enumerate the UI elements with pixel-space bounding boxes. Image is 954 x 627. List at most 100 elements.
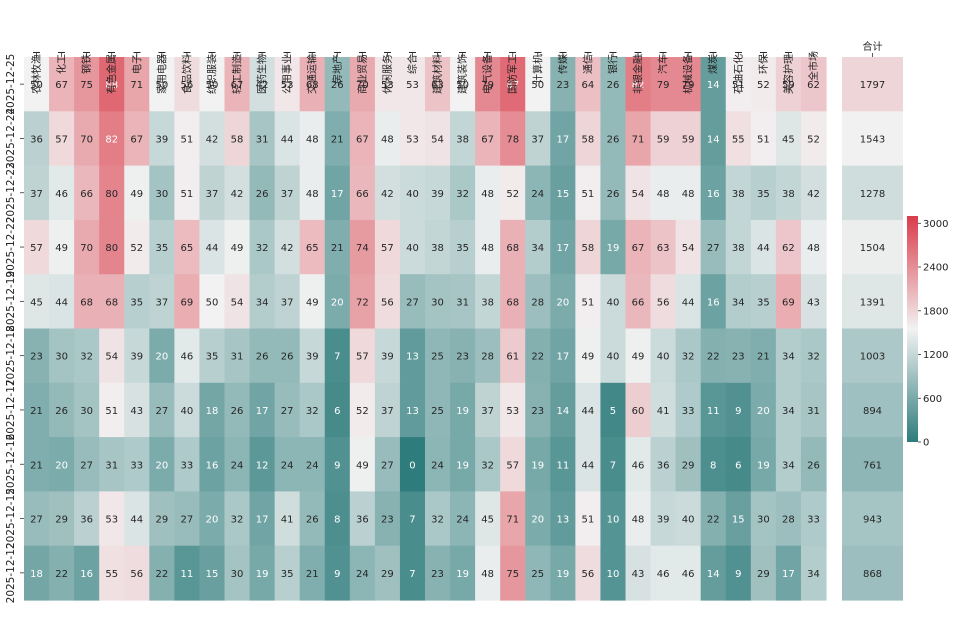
cell-value-label: 28 bbox=[531, 297, 544, 308]
column-label: 食品饮料I bbox=[180, 51, 193, 94]
cell-value-label: 75 bbox=[80, 80, 93, 91]
cell-value-label: 38 bbox=[732, 243, 745, 254]
cell-value-label: 56 bbox=[130, 569, 143, 580]
cell-value-label: 25 bbox=[531, 569, 544, 580]
heatmap-cell bbox=[450, 545, 476, 601]
cell-value-label: 29 bbox=[682, 460, 695, 471]
heatmap-cell bbox=[800, 274, 827, 330]
cell-value-label: 33 bbox=[682, 406, 695, 417]
total-value-label: 761 bbox=[863, 460, 882, 471]
heatmap-cell bbox=[500, 274, 526, 330]
heatmap-cell bbox=[575, 491, 602, 547]
cell-value-label: 25 bbox=[431, 406, 444, 417]
heatmap-cell bbox=[49, 165, 75, 221]
row-label: 2025-12-15 bbox=[5, 488, 17, 549]
heatmap-cell bbox=[750, 328, 777, 384]
heatmap-cell bbox=[800, 545, 827, 601]
cell-value-label: 40 bbox=[406, 189, 419, 200]
cell-value-label: 27 bbox=[381, 460, 394, 471]
cell-value-label: 23 bbox=[30, 352, 43, 363]
cell-value-label: 68 bbox=[105, 297, 118, 308]
cell-value-label: 30 bbox=[431, 297, 444, 308]
total-cell bbox=[842, 219, 903, 275]
column-label: 休闲服务I bbox=[381, 51, 394, 94]
column-label: 国防军工I bbox=[506, 51, 519, 94]
cell-value-label: 39 bbox=[381, 352, 394, 363]
heatmap-cell bbox=[324, 219, 351, 275]
cell-value-label: 27 bbox=[281, 406, 294, 417]
heatmap-cell bbox=[775, 382, 802, 438]
cell-value-label: 80 bbox=[105, 243, 118, 254]
column-label: 计算机I bbox=[531, 51, 544, 84]
heatmap-cell bbox=[149, 491, 175, 547]
heatmap-cell bbox=[775, 57, 802, 112]
heatmap-cell bbox=[650, 274, 677, 330]
heatmap-cell bbox=[149, 274, 175, 330]
cell-value-label: 26 bbox=[607, 134, 620, 145]
cell-value-label: 51 bbox=[181, 134, 194, 145]
cell-value-label: 27 bbox=[80, 460, 93, 471]
cell-value-label: 65 bbox=[306, 243, 319, 254]
heatmap-cell bbox=[725, 57, 752, 112]
cell-value-label: 50 bbox=[456, 80, 469, 91]
heatmap-cell bbox=[199, 437, 226, 492]
cell-value-label: 27 bbox=[406, 297, 419, 308]
cell-value-label: 6 bbox=[735, 460, 741, 471]
cell-value-label: 60 bbox=[632, 406, 645, 417]
heatmap-cell bbox=[324, 328, 351, 384]
cell-value-label: 71 bbox=[506, 515, 519, 526]
heatmap-cell bbox=[374, 491, 401, 547]
heatmap-cell bbox=[575, 165, 602, 221]
heatmap-cell bbox=[249, 165, 276, 221]
cell-value-label: 29 bbox=[155, 515, 168, 526]
cell-value-label: 48 bbox=[481, 243, 494, 254]
cell-value-label: 32 bbox=[306, 406, 319, 417]
heatmap-cell bbox=[425, 491, 451, 547]
cell-value-label: 24 bbox=[456, 515, 469, 526]
cell-value-label: 15 bbox=[556, 189, 569, 200]
heatmap-cell bbox=[24, 111, 50, 167]
heatmap-cell bbox=[174, 111, 201, 167]
cell-value-label: 68 bbox=[306, 80, 319, 91]
cell-value-label: 19 bbox=[607, 243, 620, 254]
cell-value-label: 54 bbox=[231, 297, 244, 308]
cell-value-label: 50 bbox=[155, 80, 168, 91]
cell-value-label: 22 bbox=[55, 569, 68, 580]
heatmap-cell bbox=[550, 57, 576, 112]
cell-value-label: 9 bbox=[735, 569, 741, 580]
cell-value-label: 30 bbox=[155, 189, 168, 200]
cell-value-label: 52 bbox=[130, 243, 143, 254]
cell-value-label: 52 bbox=[506, 189, 519, 200]
heatmap-cell bbox=[299, 437, 326, 492]
heatmap-cell bbox=[750, 491, 777, 547]
cell-value-label: 46 bbox=[55, 189, 68, 200]
cell-value-label: 16 bbox=[80, 569, 93, 580]
heatmap-cell bbox=[199, 491, 226, 547]
heatmap-cell bbox=[249, 491, 276, 547]
heatmap-cell bbox=[775, 165, 802, 221]
total-cell bbox=[842, 165, 903, 221]
heatmap-cell bbox=[349, 274, 376, 330]
cell-value-label: 23 bbox=[431, 569, 444, 580]
heatmap-cell bbox=[349, 328, 376, 384]
cell-value-label: 31 bbox=[456, 297, 469, 308]
total-cell bbox=[842, 491, 903, 547]
heatmap-cell bbox=[775, 328, 802, 384]
cell-value-label: 36 bbox=[30, 134, 43, 145]
column-label: 非银金融I bbox=[632, 51, 645, 94]
heatmap-cell bbox=[675, 328, 702, 384]
cell-value-label: 25 bbox=[431, 352, 444, 363]
heatmap-cell bbox=[475, 491, 501, 547]
cell-value-label: 55 bbox=[732, 134, 745, 145]
heatmap-cell bbox=[124, 219, 150, 275]
cell-value-label: 72 bbox=[356, 297, 369, 308]
total-value-label: 1391 bbox=[860, 297, 885, 308]
cell-value-label: 11 bbox=[707, 406, 720, 417]
heatmap-cell bbox=[700, 545, 727, 601]
heatmap-cell bbox=[74, 328, 100, 384]
cell-value-label: 48 bbox=[306, 189, 319, 200]
cell-value-label: 80 bbox=[105, 189, 118, 200]
cell-value-label: 29 bbox=[757, 569, 770, 580]
row-label: 2025-12-17 bbox=[5, 379, 17, 440]
column-label: 全市场 bbox=[807, 51, 820, 81]
